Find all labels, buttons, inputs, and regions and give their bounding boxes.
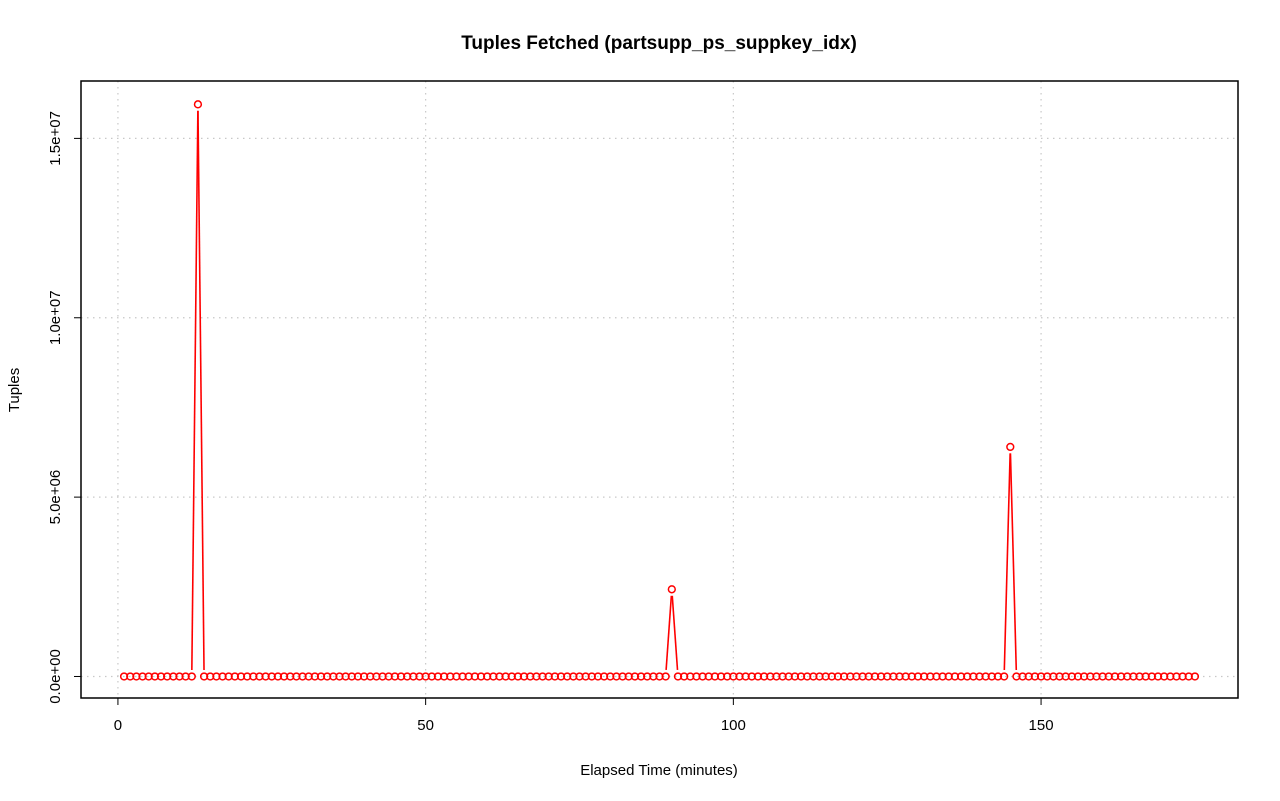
data-point-11 <box>187 672 196 681</box>
plot-frame <box>80 80 1239 699</box>
chart-title: Tuples Fetched (partsupp_ps_suppkey_idx) <box>461 33 857 54</box>
series-segment <box>665 595 673 671</box>
x-tick-label-1: 50 <box>417 717 434 734</box>
y-tick-label-0: 0.0e+00 <box>47 649 64 704</box>
series-segment <box>671 595 679 671</box>
data-point-88 <box>661 672 670 681</box>
data-point-89 <box>667 585 676 594</box>
series-segment <box>1003 453 1011 671</box>
data-point-143 <box>999 672 1009 681</box>
y-tick-label-2: 1.0e+07 <box>47 290 64 345</box>
data-point-144 <box>1006 442 1015 452</box>
grid <box>81 81 1238 698</box>
y-axis-label: Tuples <box>6 368 23 412</box>
x-axis-label: Elapsed Time (minutes) <box>580 762 738 779</box>
x-tick-label-0: 0 <box>114 717 122 734</box>
y-axis: 0.0e+00 5.0e+06 1.0e+07 1.5e+07 <box>47 111 82 704</box>
x-tick-label-3: 150 <box>1029 717 1054 734</box>
series-segment <box>191 110 199 670</box>
data-point-12 <box>193 100 203 109</box>
series-segment <box>1009 453 1018 671</box>
series-segment <box>197 110 205 670</box>
data-point-174 <box>1190 672 1200 681</box>
data-series <box>119 100 1200 681</box>
y-tick-label-1: 5.0e+06 <box>47 470 64 525</box>
x-tick-label-2: 100 <box>721 717 746 734</box>
y-tick-label-3: 1.5e+07 <box>47 111 64 166</box>
x-axis: 0 50 100 150 <box>114 697 1054 734</box>
